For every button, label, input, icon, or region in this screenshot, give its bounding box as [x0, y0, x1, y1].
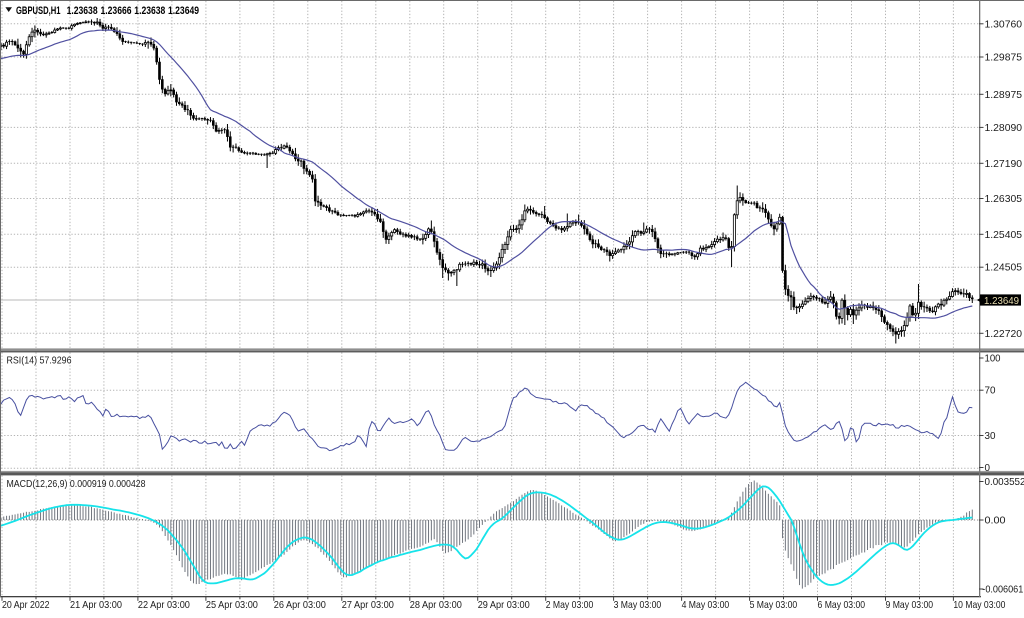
svg-text:2 May 03:00: 2 May 03:00	[546, 600, 594, 611]
svg-text:21 Apr 03:00: 21 Apr 03:00	[70, 600, 122, 611]
svg-text:4 May 03:00: 4 May 03:00	[682, 600, 730, 611]
svg-text:6 May 03:00: 6 May 03:00	[818, 600, 866, 611]
svg-text:27 Apr 03:00: 27 Apr 03:00	[342, 600, 394, 611]
svg-text:GBPUSD,H1: GBPUSD,H1	[16, 5, 61, 17]
svg-text:1.27190: 1.27190	[985, 159, 1023, 170]
svg-text:1.28090: 1.28090	[985, 123, 1023, 134]
svg-text:1.23638: 1.23638	[134, 5, 165, 17]
svg-text:1.23666: 1.23666	[101, 5, 132, 17]
svg-text:1.28975: 1.28975	[985, 90, 1023, 101]
svg-text:0: 0	[985, 463, 991, 474]
svg-text:0.00: 0.00	[985, 516, 1006, 527]
svg-text:1.23649: 1.23649	[984, 296, 1019, 307]
svg-text:9 May 03:00: 9 May 03:00	[886, 600, 934, 611]
svg-text:1.23649: 1.23649	[168, 5, 199, 17]
svg-text:20 Apr 2022: 20 Apr 2022	[2, 600, 50, 611]
svg-text:100: 100	[985, 354, 1001, 365]
svg-text:1.29875: 1.29875	[985, 53, 1023, 64]
svg-text:MACD(12,26,9) 0.000919 0.00042: MACD(12,26,9) 0.000919 0.000428	[7, 479, 146, 490]
svg-text:1.24505: 1.24505	[985, 263, 1023, 274]
svg-text:3 May 03:00: 3 May 03:00	[614, 600, 662, 611]
svg-text:1.22720: 1.22720	[985, 329, 1023, 340]
svg-text:1.23638: 1.23638	[67, 5, 98, 17]
svg-text:22 Apr 03:00: 22 Apr 03:00	[138, 600, 190, 611]
svg-text:-0.006061: -0.006061	[982, 585, 1023, 596]
svg-text:RSI(14) 57.9296: RSI(14) 57.9296	[7, 356, 72, 367]
svg-text:1.30760: 1.30760	[985, 19, 1023, 30]
svg-text:5 May 03:00: 5 May 03:00	[750, 600, 798, 611]
svg-text:0.003552: 0.003552	[985, 477, 1024, 488]
svg-text:26 Apr 03:00: 26 Apr 03:00	[274, 600, 326, 611]
svg-text:29 Apr 03:00: 29 Apr 03:00	[478, 600, 530, 611]
svg-text:28 Apr 03:00: 28 Apr 03:00	[410, 600, 462, 611]
svg-text:1.26305: 1.26305	[985, 194, 1023, 205]
svg-text:30: 30	[985, 431, 996, 442]
svg-text:1.25405: 1.25405	[985, 230, 1023, 241]
svg-text:70: 70	[985, 386, 996, 397]
svg-text:25 Apr 03:00: 25 Apr 03:00	[206, 600, 258, 611]
svg-text:10 May 03:00: 10 May 03:00	[953, 600, 1005, 611]
